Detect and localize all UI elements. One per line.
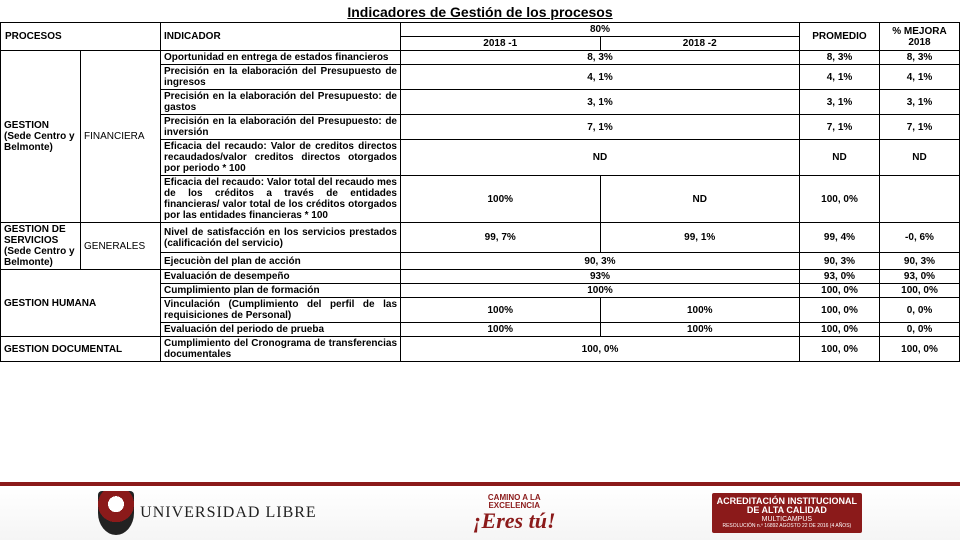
page-title: Indicadores de Gestión de los procesos bbox=[0, 0, 960, 22]
value-cell: 100% bbox=[401, 323, 601, 337]
indicator-cell: Precisión en la elaboración del Presupue… bbox=[161, 115, 401, 140]
indicator-cell: Evaluación de desempeño bbox=[161, 270, 401, 284]
promedio-cell: 100, 0% bbox=[800, 323, 880, 337]
promedio-cell: 100, 0% bbox=[800, 284, 880, 298]
indicator-cell: Eficacia del recaudo: Valor total del re… bbox=[161, 176, 401, 223]
promedio-cell: 100, 0% bbox=[800, 176, 880, 223]
value-cell: 100% bbox=[401, 176, 601, 223]
proceso-label: GESTION DE SERVICIOS bbox=[4, 224, 66, 246]
value-cell: 100% bbox=[401, 298, 601, 323]
table-row: GESTION HUMANA Evaluación de desempeño 9… bbox=[1, 270, 960, 284]
acred-line2: DE ALTA CALIDAD bbox=[747, 506, 827, 516]
value-cell: 7, 1% bbox=[401, 115, 800, 140]
indicator-cell: Ejecuciòn del plan de acción bbox=[161, 253, 401, 270]
header-indicador: INDICADOR bbox=[161, 23, 401, 51]
indicator-cell: Vinculación (Cumplimiento del perfil de … bbox=[161, 298, 401, 323]
value-cell: 100% bbox=[600, 323, 800, 337]
footer: UNIVERSIDAD LIBRE CAMINO A LA EXCELENCIA… bbox=[0, 482, 960, 540]
promedio-cell: 100, 0% bbox=[800, 337, 880, 362]
accreditation-badge: ACREDITACIÓN INSTITUCIONAL DE ALTA CALID… bbox=[712, 493, 862, 533]
promedio-cell: 100, 0% bbox=[800, 298, 880, 323]
mejora-cell: 0, 0% bbox=[880, 298, 960, 323]
indicators-table: PROCESOS INDICADOR 80% PROMEDIO % MEJORA… bbox=[0, 22, 960, 362]
indicator-cell: Cumplimiento plan de formación bbox=[161, 284, 401, 298]
promedio-cell: 3, 1% bbox=[800, 90, 880, 115]
promedio-cell: 4, 1% bbox=[800, 65, 880, 90]
header-mejora: % MEJORA 2018 bbox=[880, 23, 960, 51]
proceso-cell: GESTION DE SERVICIOS (Sede Centro y Belm… bbox=[1, 223, 81, 270]
acred-line4: RESOLUCIÓN n.º 16892 AGOSTO 22 DE 2016 (… bbox=[722, 524, 851, 530]
header-80: 80% bbox=[401, 23, 800, 37]
mejora-cell: 8, 3% bbox=[880, 51, 960, 65]
header-procesos: PROCESOS bbox=[1, 23, 161, 51]
promedio-cell: 99, 4% bbox=[800, 223, 880, 253]
promedio-cell: 90, 3% bbox=[800, 253, 880, 270]
mejora-cell bbox=[880, 176, 960, 223]
proceso-sublabel: (Sede Centro y Belmonte) bbox=[4, 246, 75, 268]
shield-icon bbox=[98, 491, 134, 535]
promedio-cell: ND bbox=[800, 140, 880, 176]
table-row: GESTION DOCUMENTAL Cumplimiento del Cron… bbox=[1, 337, 960, 362]
proceso-cell: GESTION (Sede Centro y Belmonte) bbox=[1, 51, 81, 223]
indicator-cell: Eficacia del recaudo: Valor de creditos … bbox=[161, 140, 401, 176]
promedio-cell: 93, 0% bbox=[800, 270, 880, 284]
mejora-cell: 90, 3% bbox=[880, 253, 960, 270]
header-2018-1: 2018 -1 bbox=[401, 37, 601, 51]
table-row: GESTION (Sede Centro y Belmonte) FINANCI… bbox=[1, 51, 960, 65]
mejora-cell: 100, 0% bbox=[880, 337, 960, 362]
table-row: GESTION DE SERVICIOS (Sede Centro y Belm… bbox=[1, 223, 960, 253]
indicator-cell: Cumplimiento del Cronograma de transfere… bbox=[161, 337, 401, 362]
university-logo: UNIVERSIDAD LIBRE bbox=[98, 491, 317, 535]
header-row-1: PROCESOS INDICADOR 80% PROMEDIO % MEJORA… bbox=[1, 23, 960, 37]
mejora-cell: ND bbox=[880, 140, 960, 176]
value-cell: 90, 3% bbox=[401, 253, 800, 270]
proceso-subcol: GENERALES bbox=[81, 223, 161, 270]
proceso-subcol: FINANCIERA bbox=[81, 51, 161, 223]
slogan-big: ¡Eres tú! bbox=[473, 510, 556, 532]
indicator-cell: Nivel de satisfacción en los servicios p… bbox=[161, 223, 401, 253]
value-cell: 100% bbox=[600, 298, 800, 323]
mejora-cell: 93, 0% bbox=[880, 270, 960, 284]
indicator-cell: Oportunidad en entrega de estados financ… bbox=[161, 51, 401, 65]
slogan-block: CAMINO A LA EXCELENCIA ¡Eres tú! bbox=[473, 494, 556, 532]
mejora-cell: -0, 6% bbox=[880, 223, 960, 253]
header-promedio: PROMEDIO bbox=[800, 23, 880, 51]
indicator-cell: Precisión en la elaboración del Presupue… bbox=[161, 65, 401, 90]
value-cell: 99, 1% bbox=[600, 223, 800, 253]
value-cell: 99, 7% bbox=[401, 223, 601, 253]
proceso-cell: GESTION DOCUMENTAL bbox=[1, 337, 161, 362]
mejora-cell: 7, 1% bbox=[880, 115, 960, 140]
value-cell: 100% bbox=[401, 284, 800, 298]
value-cell: 8, 3% bbox=[401, 51, 800, 65]
promedio-cell: 7, 1% bbox=[800, 115, 880, 140]
mejora-cell: 3, 1% bbox=[880, 90, 960, 115]
mejora-cell: 100, 0% bbox=[880, 284, 960, 298]
university-name: UNIVERSIDAD LIBRE bbox=[140, 504, 317, 522]
value-cell: ND bbox=[600, 176, 800, 223]
value-cell: 100, 0% bbox=[401, 337, 800, 362]
mejora-cell: 0, 0% bbox=[880, 323, 960, 337]
proceso-sublabel: (Sede Centro y Belmonte) bbox=[4, 131, 75, 153]
header-2018-2: 2018 -2 bbox=[600, 37, 800, 51]
proceso-cell: GESTION HUMANA bbox=[1, 270, 161, 337]
value-cell: 4, 1% bbox=[401, 65, 800, 90]
value-cell: 93% bbox=[401, 270, 800, 284]
value-cell: 3, 1% bbox=[401, 90, 800, 115]
indicator-cell: Precisión en la elaboración del Presupue… bbox=[161, 90, 401, 115]
indicator-cell: Evaluación del periodo de prueba bbox=[161, 323, 401, 337]
mejora-cell: 4, 1% bbox=[880, 65, 960, 90]
value-cell: ND bbox=[401, 140, 800, 176]
proceso-label: GESTION bbox=[4, 120, 49, 131]
promedio-cell: 8, 3% bbox=[800, 51, 880, 65]
